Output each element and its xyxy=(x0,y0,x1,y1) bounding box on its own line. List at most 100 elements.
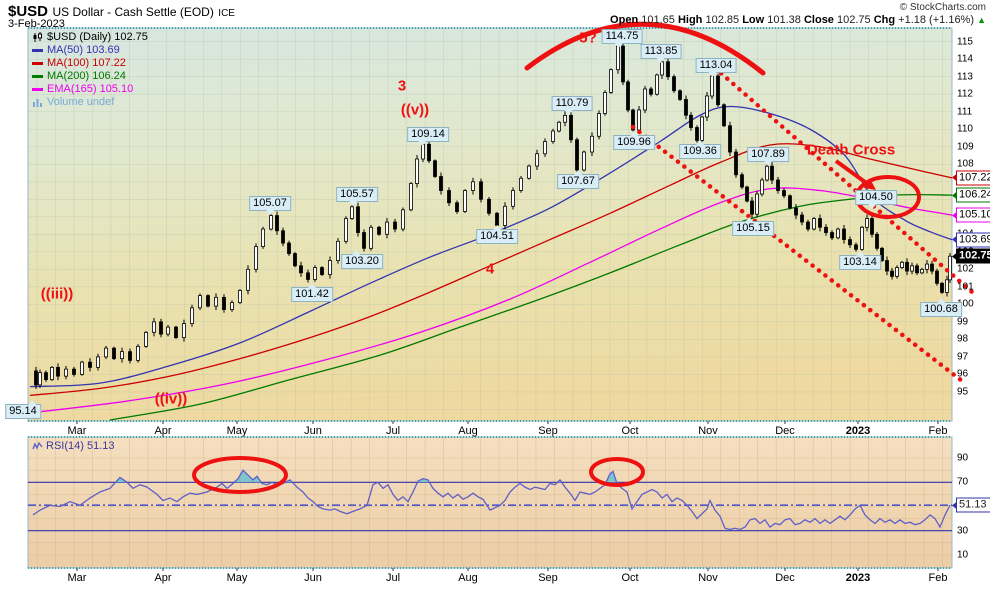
line-swatch-icon xyxy=(32,62,43,65)
y-axis-tick-label: 108 xyxy=(957,158,974,170)
month-label: Nov xyxy=(698,425,718,437)
month-label: Dec xyxy=(775,572,795,584)
callout-pointer-icon xyxy=(868,204,877,209)
y-axis-tick-label: 113 xyxy=(957,71,973,83)
ohlc-row: Open 101.65 High 102.85 Low 101.38 Close… xyxy=(610,14,986,26)
axis-price-box: 107.22 xyxy=(952,170,990,186)
axis-price-box: 103.69 xyxy=(952,232,990,248)
close-label: Close xyxy=(803,14,834,26)
y-axis-tick-label: 111 xyxy=(957,106,973,118)
volume-bars-icon xyxy=(33,99,42,107)
month-label: Mar xyxy=(67,572,87,584)
callout-pointer-icon xyxy=(564,110,573,115)
candlestick-icon xyxy=(33,32,42,42)
legend-label: EMA(165) 105.10 xyxy=(47,83,134,95)
chart-date: 3-Feb-2023 xyxy=(8,18,65,30)
close-value: 102.75 xyxy=(837,14,871,26)
price-callout: 113.04 xyxy=(695,58,737,77)
price-callout: 114.75 xyxy=(601,29,643,48)
month-label: 2023 xyxy=(845,572,871,584)
rsi-tick-label: 70 xyxy=(957,476,969,488)
legend: $USD (Daily) 102.75 MA(50) 103.69 MA(100) … xyxy=(32,31,148,109)
price-callout: 104.51 xyxy=(476,225,518,244)
chg-label: Chg xyxy=(873,14,896,26)
price-callout: 109.96 xyxy=(613,131,655,150)
open-value: 101.65 xyxy=(641,14,675,26)
legend-item-ma100: MA(100) 107.22 xyxy=(32,57,148,70)
callout-pointer-icon xyxy=(656,58,665,63)
price-callout: 105.15 xyxy=(732,217,774,236)
y-axis-tick-label: 100 xyxy=(957,298,974,310)
legend-label: $USD (Daily) 102.75 xyxy=(47,31,148,43)
legend-item-ema165: EMA(165) 105.10 xyxy=(32,83,148,96)
y-axis-tick-label: 97 xyxy=(957,351,969,363)
month-label: Apr xyxy=(154,572,172,584)
wave-label: 4 xyxy=(485,260,495,278)
callout-pointer-icon xyxy=(696,140,704,145)
legend-label: MA(100) 107.22 xyxy=(47,57,126,69)
rsi-tick-label: 10 xyxy=(957,549,969,561)
month-label: Mar xyxy=(67,425,87,437)
y-axis-tick-label: 98 xyxy=(957,333,969,345)
high-label: High xyxy=(677,14,703,26)
callout-pointer-icon xyxy=(764,161,772,166)
y-axis-tick-label: 101 xyxy=(957,281,974,293)
price-callout: 113.85 xyxy=(640,44,682,63)
month-label: Feb xyxy=(928,572,948,584)
price-callout: 103.14 xyxy=(839,251,881,270)
month-label: Jul xyxy=(385,572,401,584)
legend-item-ma200: MA(200) 106.24 xyxy=(32,70,148,83)
month-label: Oct xyxy=(621,572,639,584)
legend-item-price: $USD (Daily) 102.75 xyxy=(32,31,148,44)
callout-pointer-icon xyxy=(308,283,316,288)
axis-box-arrow-icon xyxy=(952,211,957,220)
price-callout: 103.20 xyxy=(341,250,383,269)
axis-box-arrow-icon xyxy=(952,252,957,261)
rsi-tick-label: 90 xyxy=(957,452,969,464)
month-label: Oct xyxy=(621,425,639,437)
wave-label: ((iii)) xyxy=(40,285,74,303)
callout-pointer-icon xyxy=(745,217,754,222)
chg-value: +1.18 (+1.16%) xyxy=(898,14,975,26)
price-callout: 110.79 xyxy=(551,96,593,115)
y-axis-tick-label: 115 xyxy=(957,36,973,48)
line-swatch-icon xyxy=(32,49,43,52)
axis-box-arrow-icon xyxy=(952,191,957,200)
price-callout: 104.50 xyxy=(855,190,897,209)
callout-pointer-icon xyxy=(708,72,717,77)
month-label: Sep xyxy=(538,425,558,437)
rsi-icon xyxy=(32,441,43,450)
exchange: ICE xyxy=(218,8,235,19)
price-callout: 101.42 xyxy=(291,283,333,302)
high-value: 102.85 xyxy=(705,14,740,26)
callout-pointer-icon xyxy=(493,225,501,230)
legend-item-volume: Volume undef xyxy=(32,96,148,109)
y-axis-tick-label: 112 xyxy=(957,88,973,100)
low-label: Low xyxy=(742,14,765,26)
callout-pointer-icon xyxy=(28,400,37,405)
price-callout: 95.14 xyxy=(5,400,41,419)
month-label: 2023 xyxy=(845,425,871,437)
wave-label: 5? xyxy=(579,29,597,47)
low-value: 101.38 xyxy=(767,14,801,26)
y-axis-tick-label: 95 xyxy=(957,386,969,398)
rsi-tick-label: 30 xyxy=(957,525,969,537)
rsi-legend: RSI(14) 51.13 xyxy=(32,440,114,452)
month-label: Sep xyxy=(538,572,558,584)
month-label: Apr xyxy=(154,425,172,437)
callout-pointer-icon xyxy=(614,43,623,48)
legend-label: Volume undef xyxy=(47,96,115,108)
axis-price-box: 106.24 xyxy=(952,187,990,203)
callout-pointer-icon xyxy=(937,298,945,303)
month-label: Aug xyxy=(458,425,478,437)
death-cross-label: Death Cross xyxy=(806,141,896,159)
y-axis-tick-label: 99 xyxy=(957,316,969,328)
wave-label: ((iv)) xyxy=(154,390,188,408)
price-callout: 109.36 xyxy=(679,140,721,159)
price-callout: 105.07 xyxy=(249,196,291,215)
month-label: Nov xyxy=(698,572,718,584)
rsi-current-box: 51.13 xyxy=(952,497,990,513)
axis-price-box: 102.75 xyxy=(952,248,990,264)
